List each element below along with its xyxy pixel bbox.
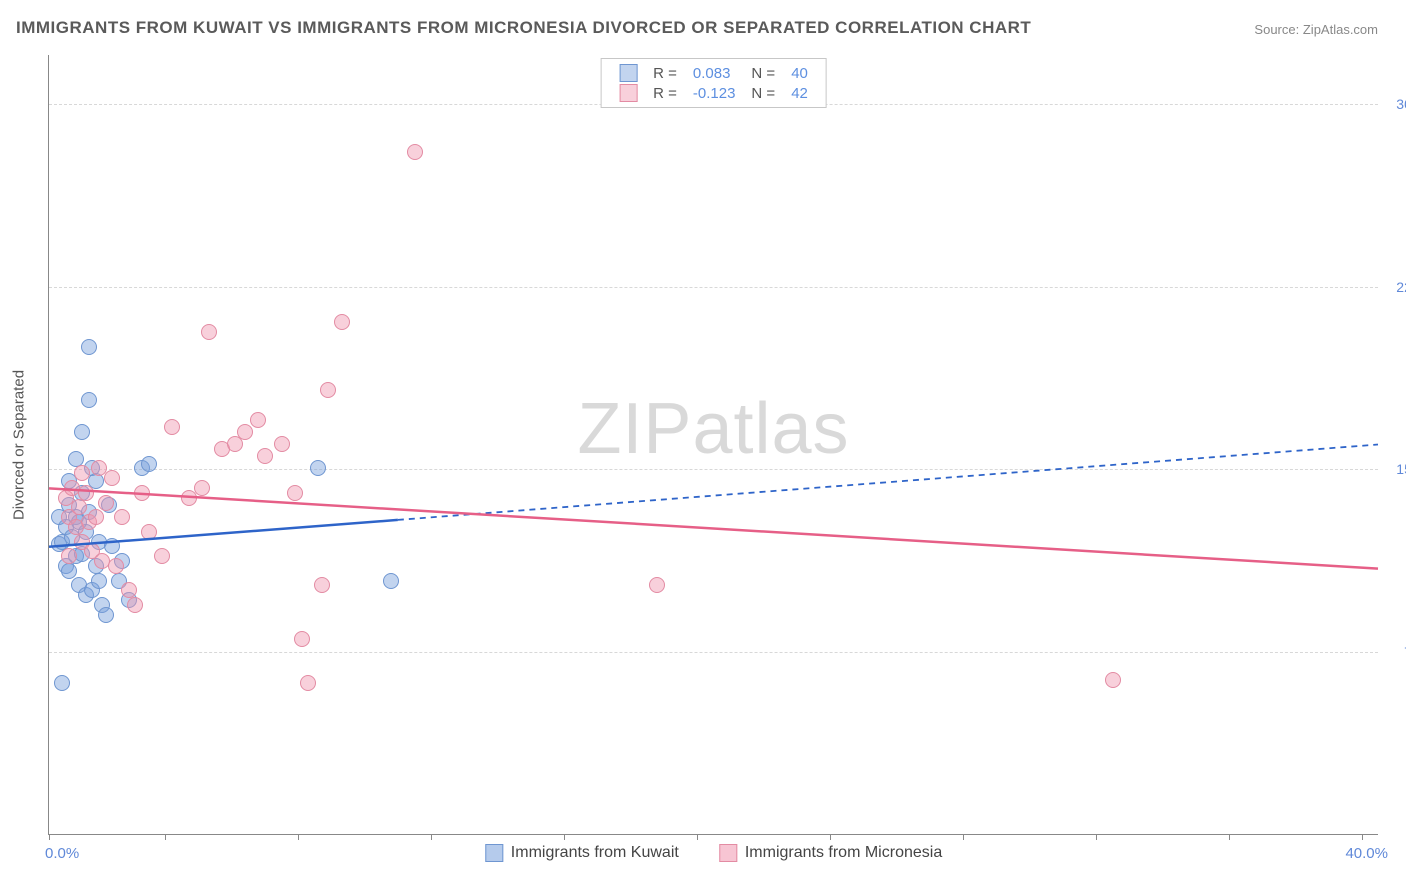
gridline xyxy=(49,652,1378,653)
scatter-point xyxy=(1105,672,1121,688)
scatter-point xyxy=(114,509,130,525)
legend-item: Immigrants from Micronesia xyxy=(719,844,942,862)
legend-r-label: R = xyxy=(645,83,685,103)
scatter-point xyxy=(250,412,266,428)
scatter-point xyxy=(294,631,310,647)
chart-title: IMMIGRANTS FROM KUWAIT VS IMMIGRANTS FRO… xyxy=(16,18,1031,38)
scatter-point xyxy=(98,607,114,623)
scatter-point xyxy=(104,470,120,486)
y-axis-label: Divorced or Separated xyxy=(11,369,28,519)
plot-area: Divorced or Separated ZIPatlas 7.5%15.0%… xyxy=(48,55,1378,835)
x-tick-mark xyxy=(963,834,964,840)
scatter-point xyxy=(91,573,107,589)
scatter-point xyxy=(287,485,303,501)
scatter-point xyxy=(314,577,330,593)
legend-swatch xyxy=(719,844,737,862)
scatter-point xyxy=(300,675,316,691)
x-tick-mark xyxy=(298,834,299,840)
scatter-point xyxy=(154,548,170,564)
legend-n-label: N = xyxy=(743,83,783,103)
scatter-point xyxy=(108,558,124,574)
scatter-point xyxy=(310,460,326,476)
scatter-point xyxy=(71,499,87,515)
legend-swatch xyxy=(485,844,503,862)
y-tick-label: 30.0% xyxy=(1386,96,1406,112)
scatter-point xyxy=(274,436,290,452)
trend-lines xyxy=(49,55,1378,834)
x-tick-mark xyxy=(697,834,698,840)
legend-row: R =-0.123N =42 xyxy=(611,83,816,103)
legend-r-value: 0.083 xyxy=(685,63,744,83)
x-tick-mark xyxy=(431,834,432,840)
legend-r-label: R = xyxy=(645,63,685,83)
scatter-point xyxy=(237,424,253,440)
scatter-point xyxy=(141,524,157,540)
scatter-point xyxy=(134,485,150,501)
x-tick-mark xyxy=(564,834,565,840)
scatter-point xyxy=(61,548,77,564)
legend-n-value: 40 xyxy=(783,63,816,83)
scatter-point xyxy=(104,538,120,554)
series-legend: Immigrants from Kuwait Immigrants from Mi… xyxy=(485,844,942,862)
scatter-point xyxy=(164,419,180,435)
legend-row: R =0.083N =40 xyxy=(611,63,816,83)
legend-label: Immigrants from Micronesia xyxy=(745,844,942,862)
scatter-point xyxy=(61,563,77,579)
x-axis-min-label: 0.0% xyxy=(45,845,79,862)
source-attribution: Source: ZipAtlas.com xyxy=(1254,22,1378,37)
legend-r-value: -0.123 xyxy=(685,83,744,103)
scatter-point xyxy=(88,509,104,525)
scatter-point xyxy=(74,465,90,481)
x-tick-mark xyxy=(830,834,831,840)
y-tick-label: 15.0% xyxy=(1386,461,1406,477)
watermark: ZIPatlas xyxy=(577,388,849,470)
x-tick-mark xyxy=(1362,834,1363,840)
x-axis-max-label: 40.0% xyxy=(1345,845,1388,862)
scatter-point xyxy=(74,424,90,440)
correlation-legend: R =0.083N =40R =-0.123N =42 xyxy=(600,58,827,108)
scatter-point xyxy=(649,577,665,593)
scatter-point xyxy=(54,675,70,691)
scatter-point xyxy=(194,480,210,496)
source-label: Source: xyxy=(1254,22,1299,37)
legend-item: Immigrants from Kuwait xyxy=(485,844,679,862)
scatter-point xyxy=(334,314,350,330)
legend-swatch xyxy=(619,64,637,82)
legend-label: Immigrants from Kuwait xyxy=(511,844,679,862)
gridline xyxy=(49,469,1378,470)
scatter-point xyxy=(257,448,273,464)
scatter-point xyxy=(121,582,137,598)
x-tick-mark xyxy=(49,834,50,840)
scatter-point xyxy=(81,392,97,408)
source-link[interactable]: ZipAtlas.com xyxy=(1303,22,1378,37)
gridline xyxy=(49,287,1378,288)
legend-n-label: N = xyxy=(743,63,783,83)
scatter-point xyxy=(98,495,114,511)
scatter-point xyxy=(127,597,143,613)
scatter-point xyxy=(407,144,423,160)
x-tick-mark xyxy=(1096,834,1097,840)
scatter-point xyxy=(78,485,94,501)
legend-n-value: 42 xyxy=(783,83,816,103)
y-tick-label: 22.5% xyxy=(1386,279,1406,295)
scatter-point xyxy=(68,451,84,467)
x-tick-mark xyxy=(165,834,166,840)
legend-swatch xyxy=(619,84,637,102)
scatter-point xyxy=(81,339,97,355)
scatter-point xyxy=(383,573,399,589)
scatter-point xyxy=(320,382,336,398)
x-tick-mark xyxy=(1229,834,1230,840)
scatter-point xyxy=(141,456,157,472)
scatter-point xyxy=(201,324,217,340)
y-tick-label: 7.5% xyxy=(1386,644,1406,660)
